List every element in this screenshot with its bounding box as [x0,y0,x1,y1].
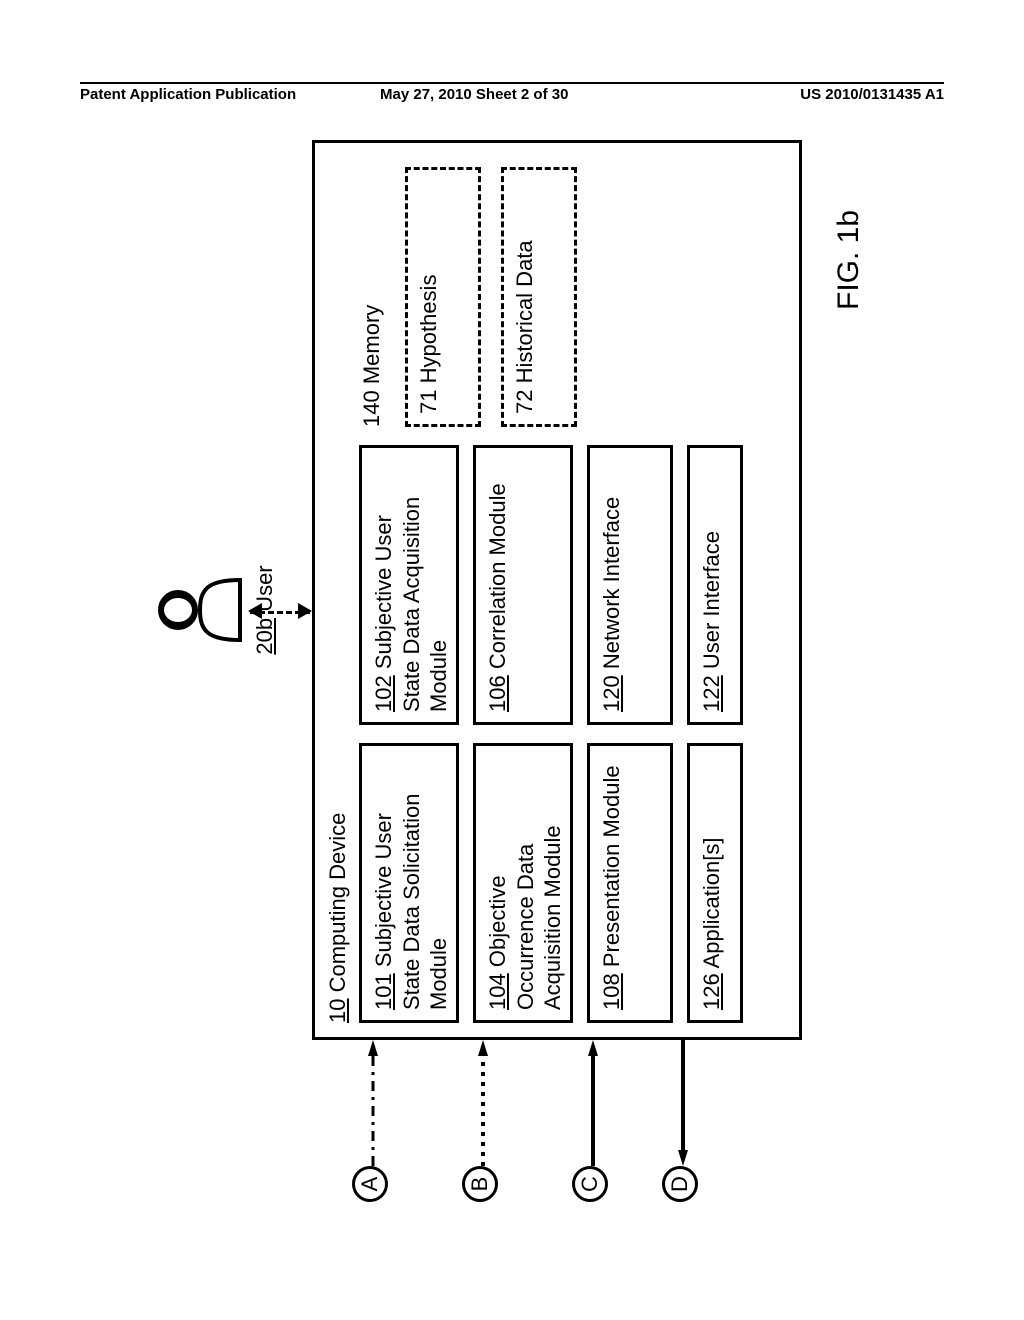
connector-d [678,1038,688,1166]
column-1: 101 Subjective User State Data Solicitat… [359,743,743,1023]
user-icon [152,570,242,650]
device-title: 10 Computing Device [325,157,351,1023]
module-102: 102 Subjective User State Data Acquisiti… [359,445,459,725]
header-left: Patent Application Publication [80,86,296,103]
module-120: 120 Network Interface [587,445,673,725]
computing-device-box: 10 Computing Device 101 Subjective User … [312,140,802,1040]
connector-a [368,1038,378,1166]
page-header: Patent Application Publication May 27, 2… [80,82,944,106]
module-104: 104 Objective Occurrence Data Acquisitio… [473,743,573,1023]
module-108: 108 Presentation Module [587,743,673,1023]
column-2: 102 Subjective User State Data Acquisiti… [359,445,743,725]
header-center: May 27, 2010 Sheet 2 of 30 [380,86,568,103]
memory-item-72: 72 Historical Data [501,167,577,427]
page: Patent Application Publication May 27, 2… [0,0,1024,1320]
module-106: 106 Correlation Module [473,445,573,725]
column-3: 140 Memory 71 Hypothesis 72 Historical D… [359,167,743,427]
header-right: US 2010/0131435 A1 [800,86,944,103]
figure-rotated-wrap: 20b User A B C D [152,110,872,1210]
user-device-arrow [250,611,310,614]
node-b: B [462,1166,498,1202]
node-a: A [352,1166,388,1202]
figure-caption: FIG. 1b [832,210,866,310]
module-101: 101 Subjective User State Data Solicitat… [359,743,459,1023]
memory-item-71: 71 Hypothesis [405,167,481,427]
memory-title: 140 Memory [359,167,385,427]
node-c: C [572,1166,608,1202]
connector-c [588,1038,598,1166]
figure: 20b User A B C D [152,110,872,1210]
module-126: 126 Application[s] [687,743,743,1023]
memory-block: 140 Memory 71 Hypothesis 72 Historical D… [359,167,639,427]
device-columns: 101 Subjective User State Data Solicitat… [359,157,743,1023]
node-d: D [662,1166,698,1202]
connector-b [478,1038,488,1166]
module-122: 122 User Interface [687,445,743,725]
